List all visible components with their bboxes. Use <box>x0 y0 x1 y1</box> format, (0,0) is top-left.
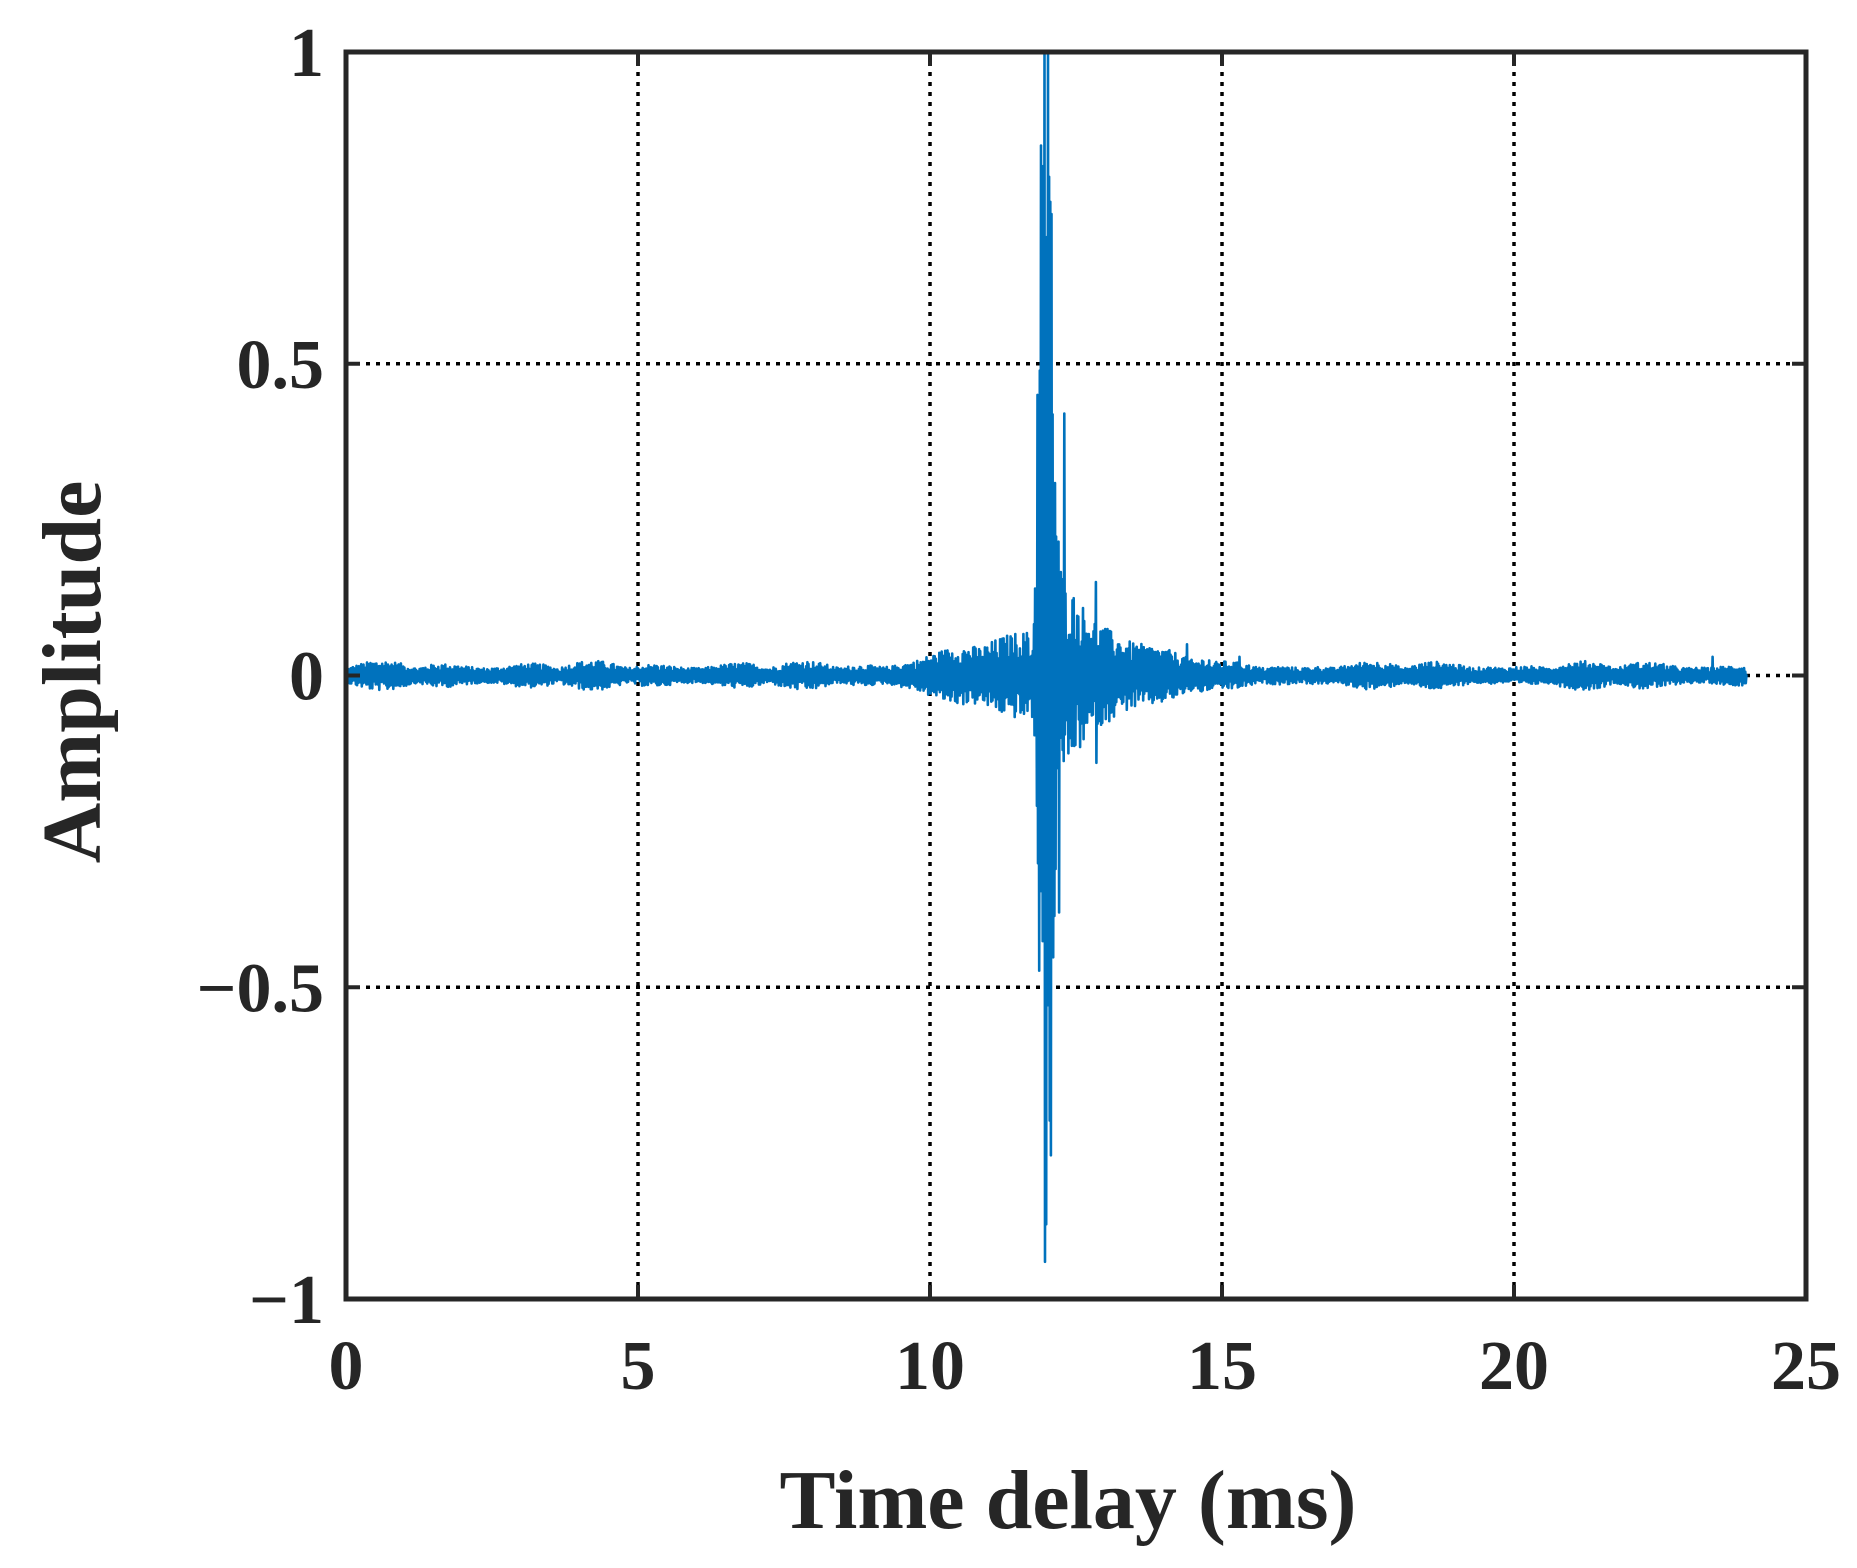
y-tick-label: 0 <box>289 639 324 716</box>
y-axis-label: Amplitude <box>26 481 119 864</box>
x-tick-label: 20 <box>1479 1328 1549 1405</box>
x-tick-label: 0 <box>329 1328 364 1405</box>
x-tick-label: 10 <box>895 1328 965 1405</box>
series-line <box>345 50 1749 1264</box>
x-axis-label: Time delay (ms) <box>779 1454 1356 1547</box>
y-tick-label: 1 <box>289 15 324 92</box>
y-tick-label: −1 <box>249 1262 324 1339</box>
axes-box <box>343 49 1809 1302</box>
x-tick-label: 15 <box>1187 1328 1257 1405</box>
y-tick-label: −0.5 <box>197 950 324 1027</box>
series-layer <box>345 50 1749 1264</box>
y-tick-label: 0.5 <box>237 327 325 404</box>
x-tick-label: 5 <box>621 1328 656 1405</box>
y-tick-labels: −1 −0.5 0 0.5 1 <box>197 15 324 1339</box>
x-tick-label: 25 <box>1771 1328 1841 1405</box>
x-tick-labels: 0 5 10 15 20 25 <box>329 1328 1842 1405</box>
